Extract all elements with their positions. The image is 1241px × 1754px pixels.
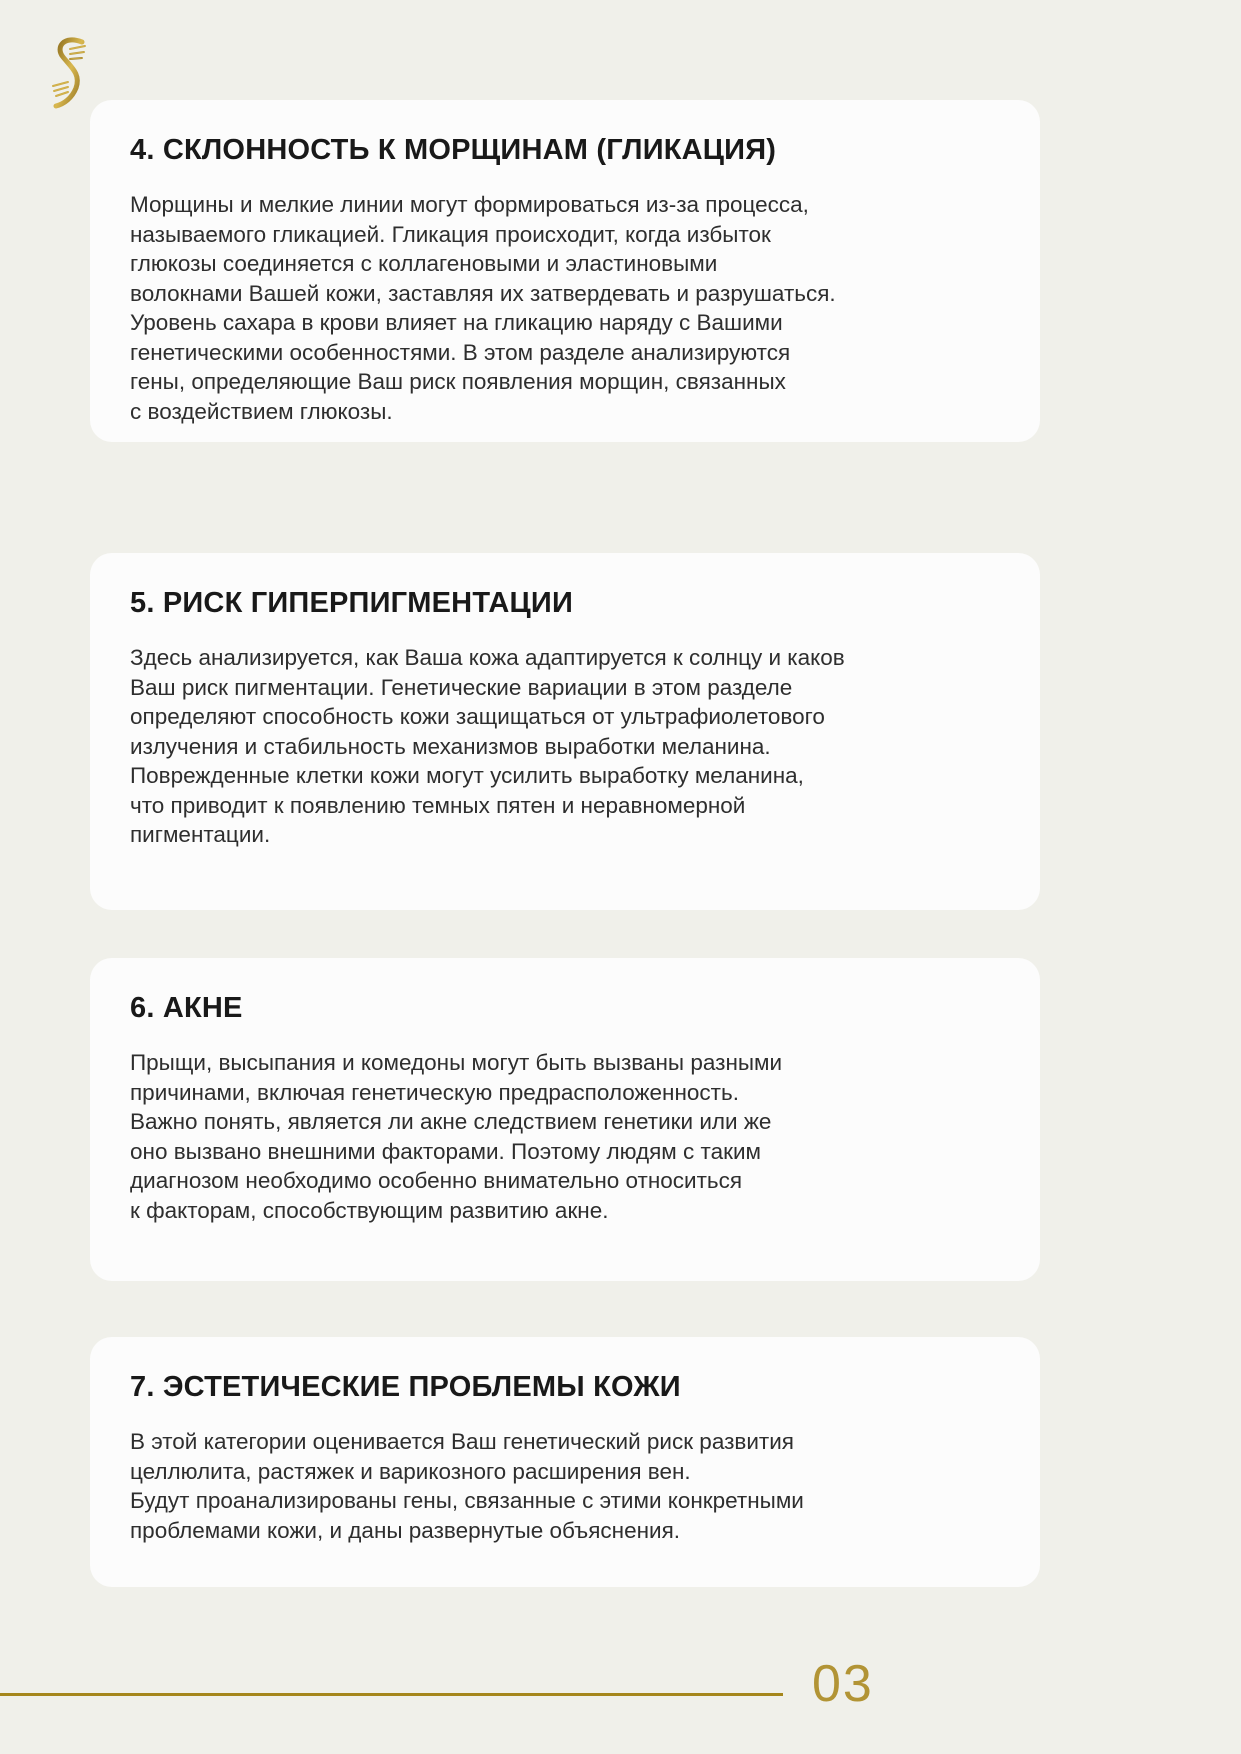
section-body: Морщины и мелкие линии могут формировать… [130, 192, 836, 424]
section-title: 6. АКНЕ [130, 992, 243, 1024]
section-body: Прыщи, высыпания и комедоны могут быть в… [130, 1050, 783, 1223]
page-number: 03 [812, 1655, 874, 1713]
section-body: Здесь анализируется, как Ваша кожа адапт… [130, 645, 845, 847]
section-card-acne: 6. АКНЕ Прыщи, высыпания и комедоны могу… [90, 958, 1040, 1281]
section-title: 5. РИСК ГИПЕРПИГМЕНТАЦИИ [130, 587, 574, 619]
section-title: 7. ЭСТЕТИЧЕСКИЕ ПРОБЛЕМЫ КОЖИ [130, 1371, 681, 1403]
section-body: В этой категории оценивается Ваш генетич… [130, 1429, 804, 1543]
section-card-hyperpigmentation: 5. РИСК ГИПЕРПИГМЕНТАЦИИ Здесь анализиру… [90, 553, 1040, 910]
dna-helix-logo-icon [52, 37, 86, 109]
footer-divider [0, 1693, 783, 1696]
section-title: 4. СКЛОННОСТЬ К МОРЩИНАМ (ГЛИКАЦИЯ) [130, 134, 777, 166]
section-card-aesthetic-problems: 7. ЭСТЕТИЧЕСКИЕ ПРОБЛЕМЫ КОЖИ В этой кат… [90, 1337, 1040, 1587]
section-card-wrinkles: 4. СКЛОННОСТЬ К МОРЩИНАМ (ГЛИКАЦИЯ) Морщ… [90, 100, 1040, 442]
